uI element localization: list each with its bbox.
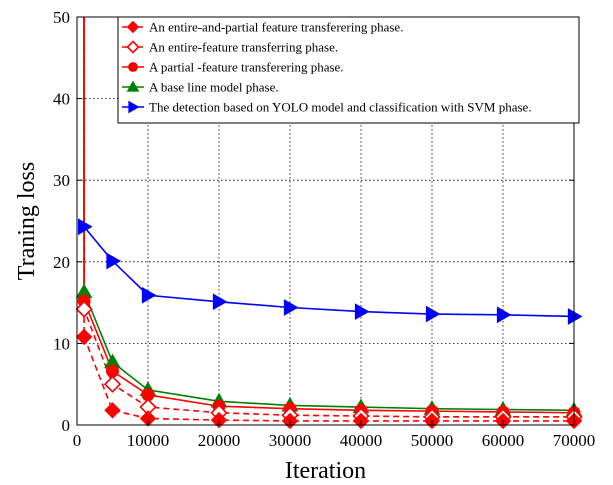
series-5-point — [106, 252, 122, 270]
series-line-2 — [83, 17, 574, 418]
legend-label-5: The detection based on YOLO model and cl… — [149, 100, 532, 115]
y-tick-label: 50 — [53, 8, 70, 27]
x-tick-label: 30000 — [269, 431, 312, 450]
legend-marker-2 — [126, 40, 140, 54]
series-1-point — [139, 410, 157, 427]
series-line-4 — [83, 17, 575, 412]
series-5-point — [212, 293, 228, 311]
y-tick-label: 20 — [53, 253, 70, 272]
legend-marker-3 — [128, 62, 138, 72]
x-tick-label: 50000 — [411, 431, 454, 450]
y-tick-label: 10 — [53, 334, 70, 353]
series-5-point — [77, 218, 93, 236]
y-tick-label: 40 — [53, 90, 70, 109]
legend-label-4: A base line model phase. — [149, 80, 279, 95]
x-tick-label: 40000 — [340, 431, 383, 450]
series-5-point — [141, 286, 157, 304]
x-tick-label: 10000 — [127, 431, 170, 450]
series-line-3 — [83, 17, 575, 414]
x-tick-label: 60000 — [482, 431, 525, 450]
series-markers — [75, 218, 583, 430]
legend-marker-5 — [128, 100, 140, 114]
x-tick-label: 20000 — [198, 431, 241, 450]
series-1-point — [75, 328, 93, 346]
series-5-point — [354, 303, 370, 320]
series-5-point — [496, 306, 512, 324]
legend: An entire-and-partial feature transferer… — [117, 16, 580, 124]
series-2-point — [103, 375, 122, 393]
y-axis-label: Traning loss — [14, 162, 40, 280]
series-5-point — [425, 305, 441, 323]
y-tick-label: 0 — [62, 416, 71, 435]
legend-label-3: A partial -feature transferering phase. — [149, 60, 344, 75]
x-tick-label: 70000 — [553, 431, 596, 450]
legend-marker-4 — [126, 80, 140, 92]
series-line-5 — [83, 17, 575, 318]
series-1-point — [104, 402, 121, 419]
legend-label-1: An entire-and-partial feature transferer… — [149, 20, 403, 35]
series-2-point — [75, 300, 93, 318]
x-axis-label: Iteration — [285, 458, 366, 484]
legend-box — [117, 16, 580, 124]
series-line-1 — [83, 17, 574, 422]
series-3-point — [106, 364, 119, 378]
series-5-point — [567, 308, 583, 325]
x-tick-label: 0 — [73, 431, 82, 450]
series-lines — [83, 17, 575, 422]
legend-marker-1 — [126, 20, 140, 34]
y-tick-label: 30 — [53, 171, 70, 190]
y-axis-ticks: 0 10 20 30 40 50 — [53, 8, 574, 435]
series-5-point — [283, 299, 299, 316]
legend-label-2: An entire-feature transferring phase. — [149, 40, 338, 55]
